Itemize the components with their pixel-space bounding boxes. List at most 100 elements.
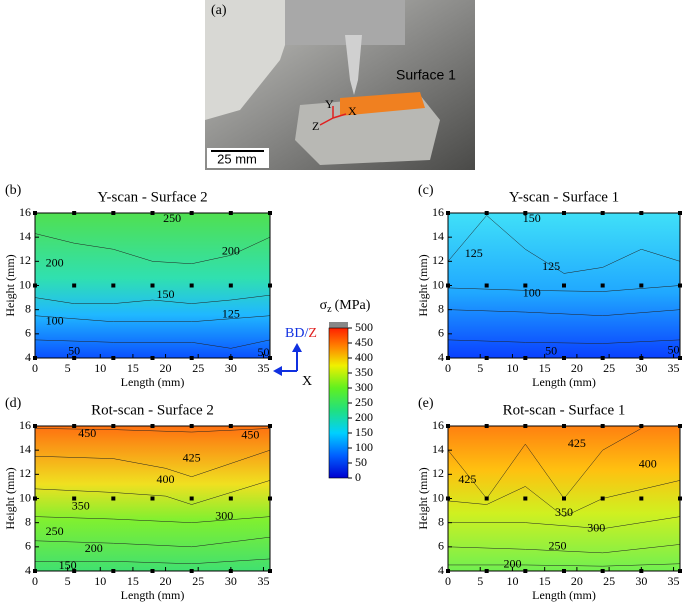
panel-label: (a): [211, 3, 227, 18]
colorbar-symbol: σ: [320, 298, 328, 313]
measure-point: [639, 496, 644, 501]
y-tick-label: 12: [432, 253, 444, 267]
contour-line: [447, 480, 681, 517]
colorbar-tick-label: 300: [355, 380, 373, 394]
photo-tip: [345, 35, 362, 95]
x-tick-label: 35: [668, 361, 680, 375]
orientation-bd: BD/: [285, 326, 308, 341]
contour-label: 150: [59, 558, 77, 572]
panel-label: (d): [5, 396, 22, 411]
contour-line: [34, 315, 271, 322]
contour-panel: 250 200 200 150 125 100 50 50 0 5 10 15 20 25 30 35 4 6 8 1…: [3, 183, 272, 389]
x-axis-label: Length (mm): [532, 588, 596, 602]
x-tick-label: 0: [445, 361, 451, 375]
colorbar-tick-label: 0: [355, 470, 361, 484]
x-tick-label: 15: [127, 361, 139, 375]
x-tick-label: 5: [65, 574, 71, 588]
photo-head: [285, 0, 405, 45]
contour-label: 150: [157, 287, 175, 301]
colorbar-tick-label: 100: [355, 440, 373, 454]
colorbar-cap: [329, 322, 348, 328]
panel-title: Rot-scan - Surface 1: [503, 402, 626, 418]
y-tick-label: 10: [19, 277, 31, 291]
y-tick-label: 4: [25, 350, 31, 364]
y-tick-label: 8: [438, 514, 444, 528]
contour-label: 400: [157, 472, 175, 486]
orientation: BD/Z X: [273, 326, 317, 389]
x-tick-label: 10: [94, 574, 106, 588]
panel-label: (c): [418, 183, 434, 198]
contour-label: 300: [587, 520, 605, 534]
contour-label: 150: [523, 211, 541, 225]
x-tick-label: 0: [445, 574, 451, 588]
contour-label: 200: [46, 256, 64, 270]
measure-point: [600, 283, 605, 288]
x-tick-label: 10: [506, 574, 518, 588]
x-tick-label: 30: [635, 574, 647, 588]
x-tick-label: 0: [32, 574, 38, 588]
y-tick-label: 10: [432, 277, 444, 291]
contour-label: 400: [639, 456, 657, 470]
contour-label: 50: [545, 344, 557, 358]
y-tick-label: 8: [25, 514, 31, 528]
measure-point: [228, 496, 233, 501]
orientation-x: X: [302, 374, 312, 389]
y-axis-label: Height (mm): [3, 467, 17, 529]
colorbar-subscript: z: [327, 304, 332, 315]
colorbar-scale: [328, 327, 349, 479]
colorbar-tick-label: 200: [355, 410, 373, 424]
x-tick-label: 35: [668, 574, 680, 588]
measure-point: [111, 283, 116, 288]
y-tick-label: 4: [438, 563, 444, 577]
measure-point: [72, 283, 77, 288]
contour-label: 200: [222, 243, 240, 257]
contour-label: 450: [241, 427, 259, 441]
contour-label: 250: [163, 211, 181, 225]
contour-label: 350: [72, 499, 90, 513]
y-tick-label: 8: [438, 301, 444, 315]
photo-axes: [319, 106, 347, 126]
panel-title: Rot-scan - Surface 2: [91, 402, 214, 418]
contour-line: [34, 480, 271, 505]
contour-label: 250: [46, 524, 64, 538]
x-tick-label: 5: [477, 574, 483, 588]
y-tick-label: 6: [438, 539, 444, 553]
measure-point: [189, 283, 194, 288]
y-axis-label: Height (mm): [416, 254, 430, 316]
x-tick-label: 20: [160, 361, 172, 375]
colorbar-tick-label: 350: [355, 365, 373, 379]
y-axis-label: Height (mm): [416, 467, 430, 529]
contour-line: [34, 536, 271, 548]
contour-line: [447, 339, 681, 344]
contour-label: 125: [465, 246, 483, 260]
axis-y: Y: [325, 97, 334, 111]
measure-point: [523, 496, 528, 501]
contour-panel: 450 450 425 400 350 300 250 200 150 0 5 10 15 20 25 30 3…: [3, 396, 272, 602]
x-axis-label: Length (mm): [121, 375, 185, 389]
x-tick-label: 15: [539, 361, 551, 375]
axis-z: Z: [312, 119, 319, 133]
contour-label: 125: [542, 259, 560, 273]
x-tick-label: 30: [635, 361, 647, 375]
surface-label: Surface 1: [396, 67, 456, 83]
y-tick-label: 10: [19, 490, 31, 504]
colorbar-tick-label: 500: [355, 320, 373, 334]
photo-dial: [205, 0, 300, 120]
measure-point: [639, 283, 644, 288]
measure-point: [600, 496, 605, 501]
x-tick-label: 5: [477, 361, 483, 375]
panel-label: (b): [5, 183, 22, 198]
y-tick-label: 12: [19, 466, 31, 480]
panel-title: Y-scan - Surface 1: [509, 189, 619, 205]
x-axis-label: Length (mm): [121, 588, 185, 602]
x-tick-label: 25: [192, 574, 204, 588]
y-tick-label: 6: [438, 326, 444, 340]
contour-label: 100: [523, 286, 541, 300]
contour-line: [447, 544, 681, 554]
contour-line: [35, 558, 271, 565]
contour-label: 100: [46, 314, 64, 328]
y-tick-label: 14: [19, 442, 31, 456]
measure-point: [72, 496, 77, 501]
measure-point: [523, 283, 528, 288]
